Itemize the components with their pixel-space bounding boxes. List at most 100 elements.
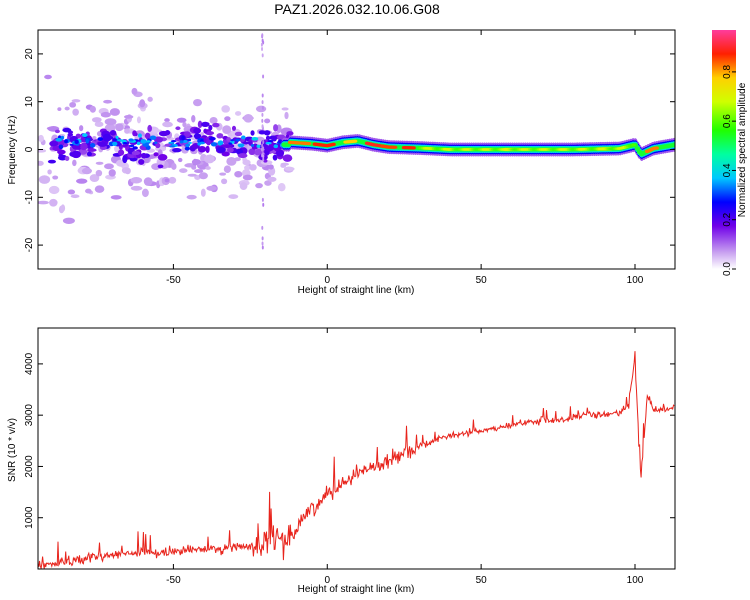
spectrogram-cell bbox=[217, 146, 226, 153]
spectrogram-cell bbox=[54, 129, 60, 134]
spectrogram-cell bbox=[179, 140, 184, 144]
spectrogram-cell bbox=[226, 157, 237, 166]
spectrogram-cell bbox=[237, 153, 248, 159]
spectrogram-cell bbox=[154, 141, 158, 144]
spectrogram-cell bbox=[97, 137, 104, 141]
spectrogram-cell bbox=[117, 139, 125, 142]
spectrogram-cell bbox=[74, 139, 79, 145]
spectrogram-cell bbox=[265, 145, 275, 151]
spectrogram-cell bbox=[79, 125, 84, 132]
spectrogram-cell bbox=[209, 116, 218, 124]
spectrogram-cell bbox=[197, 145, 207, 153]
spectrogram-cell bbox=[38, 134, 44, 142]
spectrogram-cell bbox=[231, 125, 237, 131]
spectrogram-cell bbox=[272, 154, 278, 161]
spectrogram-y-label: Frequency (Hz) bbox=[7, 116, 18, 185]
spectrogram-cell bbox=[234, 131, 243, 137]
spectrogram-cell bbox=[169, 145, 176, 148]
spectrogram-cell bbox=[191, 159, 201, 165]
spectrogram-cell bbox=[188, 141, 192, 145]
spectrogram-cell bbox=[284, 166, 295, 172]
spectrogram-cell bbox=[177, 157, 183, 163]
spectrogram-cell bbox=[62, 127, 72, 133]
spectrogram-cell bbox=[72, 108, 79, 116]
spectrogram-cell bbox=[267, 139, 274, 143]
spectrogram-cell bbox=[115, 135, 119, 139]
spectrogram-cell bbox=[261, 33, 264, 38]
colorbar: 0.0 0.2 0.4 0.6 0.8 Normalized spectral ampl… bbox=[712, 30, 748, 276]
spectrogram-cell bbox=[187, 138, 192, 142]
spectrogram-cell bbox=[155, 142, 161, 149]
spectrogram-cell bbox=[147, 124, 153, 132]
spectrogram-cell bbox=[631, 143, 637, 147]
spectrogram-cell bbox=[123, 114, 134, 119]
spectrogram-cell bbox=[100, 111, 111, 118]
spectrogram-cell bbox=[131, 150, 141, 156]
spectrogram-cell bbox=[143, 177, 153, 186]
spectrogram-cell bbox=[212, 122, 220, 128]
spectrogram-cell bbox=[217, 140, 224, 146]
spectrogram-cell bbox=[260, 42, 263, 47]
colorbar-tick-label: 0.4 bbox=[722, 163, 733, 177]
spectrogram-cell bbox=[234, 157, 241, 162]
spectrogram-cell bbox=[205, 145, 210, 154]
spectrogram-cell bbox=[184, 146, 190, 151]
spectrogram-cell bbox=[205, 166, 211, 170]
spectrogram-ytick-label: 20 bbox=[24, 48, 35, 60]
spectrogram-cell bbox=[235, 138, 241, 142]
snr-xtick-label: 100 bbox=[627, 575, 644, 586]
spectrogram-ytick-label: 10 bbox=[24, 96, 35, 108]
spectrogram-cell bbox=[262, 146, 265, 151]
colorbar-tick-label: 0.2 bbox=[722, 212, 733, 226]
spectrogram-cell bbox=[60, 204, 66, 212]
spectrogram-cell bbox=[97, 141, 107, 147]
snr-ytick-label: 2000 bbox=[24, 455, 35, 478]
spectrogram-cell bbox=[38, 175, 51, 184]
spectrogram-cell bbox=[205, 131, 215, 136]
spectrogram-cell bbox=[48, 185, 60, 195]
spectrogram-cell bbox=[203, 128, 208, 134]
spectrogram-cell bbox=[62, 217, 75, 224]
spectrogram-cell bbox=[147, 96, 153, 102]
snr-x-label: Height of straight line (km) bbox=[298, 584, 415, 595]
colorbar-label: Normalized spectral amplitude bbox=[737, 82, 748, 217]
spectrogram-cell bbox=[128, 138, 134, 142]
spectrogram-cell bbox=[130, 177, 143, 184]
spectrogram-cell bbox=[138, 158, 145, 165]
spectrogram-cell bbox=[242, 141, 251, 145]
spectrogram-cell bbox=[108, 169, 116, 177]
spectrogram-xtick-label: 50 bbox=[476, 275, 488, 286]
spectrogram-cell bbox=[261, 112, 264, 117]
spectrogram-cell bbox=[71, 99, 81, 103]
spectrogram-cell bbox=[158, 130, 169, 137]
figure-title: PAZ1.2026.032.10.06.G08 bbox=[274, 1, 440, 17]
spectrogram-cell bbox=[57, 107, 62, 111]
spectrogram-xtick-label: 0 bbox=[324, 275, 330, 286]
spectrogram-cell bbox=[140, 139, 147, 144]
spectrogram-cell bbox=[58, 153, 64, 157]
spectrogram-cell bbox=[122, 141, 128, 145]
spectrogram-cell bbox=[352, 139, 358, 143]
spectrogram-cell bbox=[141, 152, 147, 159]
spectrogram-cell bbox=[104, 163, 114, 170]
spectrogram-cell bbox=[208, 124, 213, 131]
snr-ytick-label: 3000 bbox=[24, 404, 35, 427]
spectrogram-cell bbox=[87, 148, 97, 152]
spectrogram-cell bbox=[280, 162, 290, 166]
spectrogram-cell bbox=[183, 131, 191, 138]
spectrogram-cell bbox=[145, 140, 151, 143]
spectrogram-cell bbox=[38, 200, 49, 205]
spectrogram-cell bbox=[228, 194, 239, 199]
spectrogram-cell bbox=[261, 143, 264, 148]
spectrogram-cell bbox=[168, 176, 177, 184]
spectrogram-cell bbox=[281, 107, 289, 111]
spectrogram-cell bbox=[139, 99, 146, 108]
spectrogram-cell bbox=[261, 124, 264, 129]
spectrogram-cell bbox=[234, 170, 243, 178]
spectrogram-cell bbox=[85, 188, 92, 194]
spectrogram-cell bbox=[52, 175, 59, 180]
spectrogram-cell bbox=[164, 178, 170, 183]
spectrogram-cell bbox=[64, 106, 70, 111]
snr-xtick-label: -50 bbox=[166, 575, 181, 586]
spectrogram-panel: -50 0 50 100 -20 -10 0 10 20 Height of straight… bbox=[7, 29, 676, 296]
